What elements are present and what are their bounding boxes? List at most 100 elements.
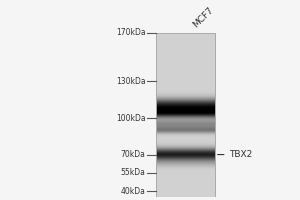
- Bar: [156, 81, 215, 82]
- Bar: [156, 136, 215, 137]
- Bar: [156, 151, 215, 152]
- Bar: [156, 126, 215, 127]
- Bar: [156, 75, 215, 76]
- Bar: [156, 155, 215, 156]
- Bar: [156, 40, 215, 41]
- Bar: [156, 156, 215, 157]
- Bar: [156, 142, 215, 143]
- Bar: [156, 67, 215, 68]
- Bar: [156, 164, 215, 165]
- Bar: [156, 134, 215, 135]
- Bar: [156, 62, 215, 63]
- Bar: [156, 138, 215, 139]
- Bar: [156, 129, 215, 130]
- Bar: [156, 92, 215, 93]
- Bar: [156, 34, 215, 35]
- Bar: [156, 196, 215, 197]
- Bar: [156, 73, 215, 74]
- Bar: [156, 190, 215, 191]
- Bar: [156, 147, 215, 148]
- Bar: [156, 110, 215, 111]
- Bar: [156, 106, 215, 107]
- Bar: [156, 179, 215, 180]
- Bar: [156, 182, 215, 183]
- Bar: [156, 122, 215, 123]
- Text: 100kDa: 100kDa: [116, 114, 146, 123]
- Bar: [156, 93, 215, 94]
- Bar: [156, 90, 215, 91]
- Bar: [156, 72, 215, 73]
- Bar: [156, 150, 215, 151]
- Bar: [156, 124, 215, 125]
- Bar: [156, 55, 215, 56]
- Bar: [156, 69, 215, 70]
- Text: 170kDa: 170kDa: [116, 28, 146, 37]
- Bar: [156, 77, 215, 78]
- Bar: [156, 36, 215, 37]
- Bar: [156, 33, 215, 197]
- Bar: [156, 78, 215, 79]
- Bar: [156, 159, 215, 160]
- Bar: [156, 47, 215, 48]
- Bar: [156, 56, 215, 57]
- Bar: [156, 186, 215, 187]
- Bar: [156, 169, 215, 170]
- Bar: [156, 50, 215, 51]
- Bar: [156, 71, 215, 72]
- Text: TBX2: TBX2: [218, 150, 253, 159]
- Bar: [156, 166, 215, 167]
- Bar: [156, 41, 215, 42]
- Bar: [156, 38, 215, 39]
- Bar: [156, 189, 215, 190]
- Bar: [156, 191, 215, 192]
- Bar: [156, 97, 215, 98]
- Bar: [156, 42, 215, 43]
- Bar: [156, 118, 215, 119]
- Bar: [156, 109, 215, 110]
- Bar: [156, 80, 215, 81]
- Bar: [156, 152, 215, 153]
- Bar: [156, 167, 215, 168]
- Text: 55kDa: 55kDa: [121, 168, 146, 177]
- Bar: [156, 35, 215, 36]
- Bar: [156, 43, 215, 44]
- Bar: [156, 39, 215, 40]
- Bar: [156, 139, 215, 140]
- Bar: [156, 107, 215, 108]
- Bar: [156, 144, 215, 145]
- Bar: [156, 174, 215, 175]
- Bar: [156, 130, 215, 131]
- Bar: [156, 96, 215, 97]
- Bar: [156, 187, 215, 188]
- Bar: [156, 52, 215, 53]
- Bar: [156, 98, 215, 99]
- Bar: [156, 149, 215, 150]
- Bar: [156, 84, 215, 85]
- Bar: [156, 115, 215, 116]
- Bar: [156, 128, 215, 129]
- Bar: [156, 175, 215, 176]
- Bar: [156, 188, 215, 189]
- Bar: [156, 193, 215, 194]
- Bar: [156, 176, 215, 177]
- Bar: [156, 57, 215, 58]
- Bar: [156, 46, 215, 47]
- Bar: [156, 160, 215, 161]
- Bar: [156, 76, 215, 77]
- Bar: [156, 141, 215, 142]
- Bar: [156, 49, 215, 50]
- Bar: [156, 74, 215, 75]
- Bar: [156, 145, 215, 146]
- Bar: [156, 79, 215, 80]
- Bar: [156, 154, 215, 155]
- Bar: [156, 140, 215, 141]
- Bar: [156, 158, 215, 159]
- Bar: [156, 104, 215, 105]
- Bar: [156, 172, 215, 173]
- Text: MCF7: MCF7: [191, 5, 215, 29]
- Bar: [156, 108, 215, 109]
- Bar: [156, 37, 215, 38]
- Bar: [156, 59, 215, 60]
- Bar: [156, 127, 215, 128]
- Bar: [156, 119, 215, 120]
